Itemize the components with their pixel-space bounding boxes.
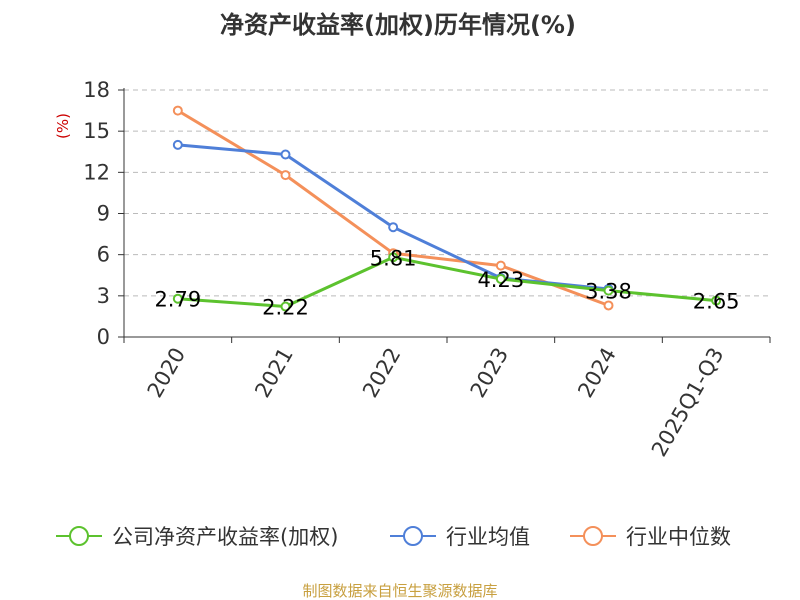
- data-point: [603, 300, 614, 311]
- data-point: [280, 149, 291, 160]
- data-label: 2.79: [154, 288, 201, 312]
- legend-marker: [583, 526, 603, 546]
- data-label: 4.23: [477, 268, 524, 292]
- series-lines: [172, 105, 722, 312]
- legend-marker: [403, 526, 423, 546]
- data-labels: 2.79 2.22 5.81 4.23 3.38 2.65: [154, 246, 739, 319]
- legend-marker: [69, 526, 89, 546]
- x-tick-label: 2024: [573, 344, 621, 402]
- x-tick-label: 2023: [466, 344, 514, 402]
- data-label: 2.22: [262, 296, 309, 320]
- data-point: [388, 252, 399, 263]
- x-tick-label: 2020: [143, 344, 191, 402]
- chart-title: 净资产收益率(加权)历年情况(%): [220, 11, 576, 39]
- series-line: [177, 255, 717, 308]
- legend-label: 公司净资产收益率(加权): [112, 525, 338, 549]
- y-tick-label: 3: [97, 284, 110, 308]
- y-tick-label: 6: [97, 243, 110, 267]
- y-tick-label: 12: [83, 160, 110, 184]
- data-point: [280, 301, 291, 312]
- x-tick-label: 2021: [250, 344, 298, 402]
- legend-label: 行业均值: [446, 525, 530, 549]
- data-point: [495, 273, 506, 284]
- source-note: 制图数据来自恒生聚源数据库: [302, 582, 497, 600]
- legend: 公司净资产收益率(加权) 行业均值 行业中位数: [56, 525, 731, 549]
- data-point: [711, 295, 722, 306]
- data-point: [388, 222, 399, 233]
- axes: 0 3 6 9 12 15 18 2020 2021 2022 2023 2024 2025Q1-Q3: [83, 78, 771, 461]
- data-label: 2.65: [693, 290, 740, 314]
- y-axis-label: (%): [54, 113, 72, 139]
- grid-lines: [124, 89, 770, 297]
- data-point: [172, 139, 183, 150]
- data-point: [603, 285, 614, 296]
- data-point: [172, 105, 183, 116]
- series-line: [177, 109, 610, 307]
- data-label: 3.38: [585, 280, 632, 304]
- x-tick-label: 2022: [358, 344, 406, 402]
- legend-label: 行业中位数: [626, 525, 731, 549]
- data-point: [495, 260, 506, 271]
- y-tick-label: 9: [97, 202, 110, 226]
- y-tick-label: 15: [83, 119, 110, 143]
- y-tick-label: 18: [83, 78, 110, 102]
- x-tick-label: 2025Q1-Q3: [647, 344, 729, 461]
- data-point: [172, 293, 183, 304]
- data-label: 5.81: [370, 246, 417, 270]
- y-tick-label: 0: [97, 325, 110, 349]
- data-point: [280, 170, 291, 181]
